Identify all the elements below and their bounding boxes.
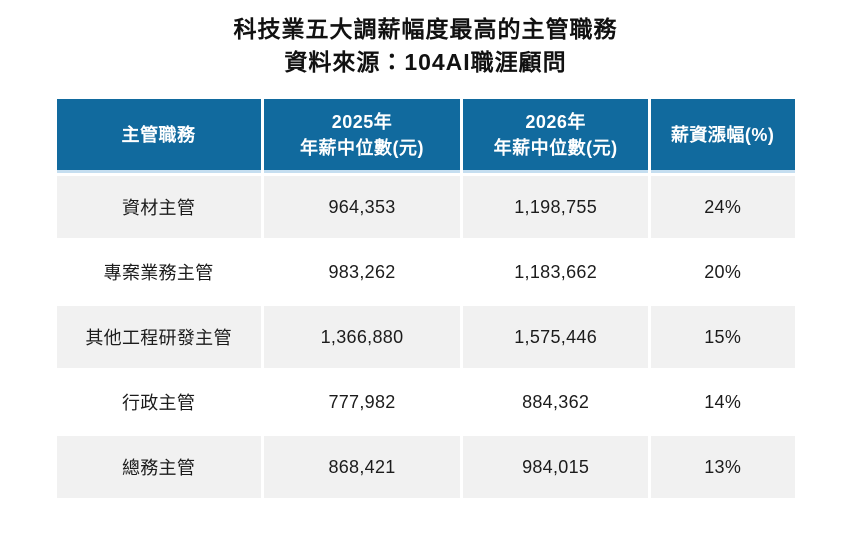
cell-increase: 13% [650, 436, 795, 498]
header-cell-2025: 2025年 年薪中位數(元) [263, 99, 461, 173]
table-body: 資材主管 964,353 1,198,755 24% 專案業務主管 983,26… [56, 176, 795, 498]
cell-salary-2025: 868,421 [263, 436, 461, 498]
cell-salary-2026: 1,198,755 [463, 176, 648, 238]
cell-salary-2026: 884,362 [463, 371, 648, 433]
header-cell-2026: 2026年 年薪中位數(元) [463, 99, 648, 173]
table-row: 行政主管 777,982 884,362 14% [56, 371, 795, 433]
cell-increase: 20% [650, 241, 795, 303]
header-2026-median-label: 年薪中位數(元) [493, 137, 618, 158]
salary-table: 主管職務 2025年 年薪中位數(元) 2026年 年薪中位數(元) 薪資漲幅(… [53, 96, 798, 501]
cell-salary-2025: 777,982 [263, 371, 461, 433]
header-2025-median-label: 年薪中位數(元) [300, 137, 425, 158]
header-2026-year: 2026年 [525, 111, 586, 132]
title-block: 科技業五大調薪幅度最高的主管職務 資料來源：104AI職涯顧問 [0, 0, 851, 79]
header-cell-increase: 薪資漲幅(%) [650, 99, 795, 173]
cell-salary-2026: 1,575,446 [463, 306, 648, 368]
cell-position: 其他工程研發主管 [56, 306, 261, 368]
header-increase-label: 薪資漲幅(%) [670, 124, 775, 145]
table-container: 主管職務 2025年 年薪中位數(元) 2026年 年薪中位數(元) 薪資漲幅(… [53, 96, 798, 501]
cell-salary-2026: 984,015 [463, 436, 648, 498]
header-row: 主管職務 2025年 年薪中位數(元) 2026年 年薪中位數(元) 薪資漲幅(… [56, 99, 795, 173]
table-row: 專案業務主管 983,262 1,183,662 20% [56, 241, 795, 303]
cell-position: 專案業務主管 [56, 241, 261, 303]
cell-position: 總務主管 [56, 436, 261, 498]
table-header: 主管職務 2025年 年薪中位數(元) 2026年 年薪中位數(元) 薪資漲幅(… [56, 99, 795, 173]
cell-salary-2025: 983,262 [263, 241, 461, 303]
cell-position: 資材主管 [56, 176, 261, 238]
header-cell-position: 主管職務 [56, 99, 261, 173]
cell-increase: 15% [650, 306, 795, 368]
cell-salary-2025: 1,366,880 [263, 306, 461, 368]
table-row: 資材主管 964,353 1,198,755 24% [56, 176, 795, 238]
header-position-label: 主管職務 [121, 124, 196, 145]
header-2025-year: 2025年 [331, 111, 393, 132]
cell-salary-2026: 1,183,662 [463, 241, 648, 303]
cell-salary-2025: 964,353 [263, 176, 461, 238]
page-title: 科技業五大調薪幅度最高的主管職務 [233, 16, 618, 42]
cell-position: 行政主管 [56, 371, 261, 433]
cell-increase: 14% [650, 371, 795, 433]
table-row: 總務主管 868,421 984,015 13% [56, 436, 795, 498]
table-row: 其他工程研發主管 1,366,880 1,575,446 15% [56, 306, 795, 368]
page-subtitle: 資料來源：104AI職涯顧問 [284, 49, 567, 75]
cell-increase: 24% [650, 176, 795, 238]
